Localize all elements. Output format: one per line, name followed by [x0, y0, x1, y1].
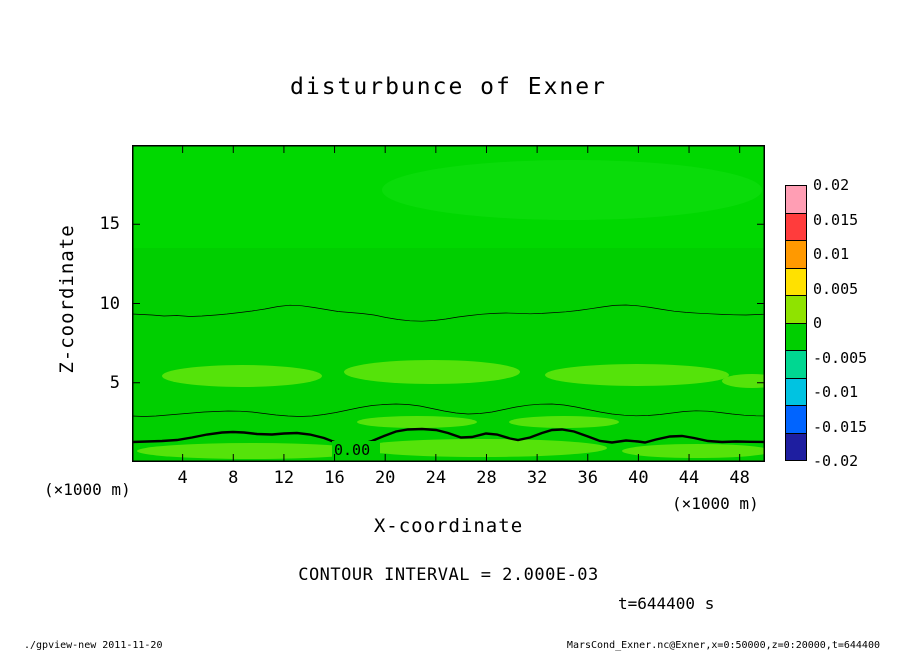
contour-line-middle	[132, 403, 765, 417]
x-axis-label: X-coordinate	[373, 515, 524, 537]
colorbar-segment	[786, 322, 806, 350]
z-tick-label: 5	[109, 372, 120, 393]
colorbar-tick-label: 0.005	[813, 279, 859, 298]
upper-light-blob	[382, 160, 762, 220]
x-tick-label: 12	[273, 468, 295, 488]
time-text: t=644400 s	[618, 594, 715, 613]
colorbar-tick-label: -0.015	[813, 417, 868, 436]
z-axis-unit: (×1000 m)	[44, 480, 131, 499]
footer-source-text: MarsCond_Exner.nc@Exner,x=0:50000,z=0:20…	[566, 640, 880, 651]
colorbar-tick-label: -0.005	[813, 348, 868, 367]
footer-tool-text: ./gpview-new 2011-11-20	[24, 640, 163, 651]
colorbar-segment	[786, 295, 806, 323]
colorbar-tick-label: -0.02	[813, 452, 859, 470]
contour-line-zero	[132, 427, 765, 447]
colorbar-segment	[786, 186, 806, 213]
x-tick-label: 44	[678, 468, 700, 488]
x-tick-label: 32	[526, 468, 548, 488]
z-tick-label: 10	[99, 293, 120, 314]
colorbar-tick-label: 0.01	[813, 245, 850, 263]
contour-interval-text: CONTOUR INTERVAL = 2.000E-03	[298, 565, 599, 585]
x-tick-label: 48	[729, 468, 750, 488]
x-tick-label: 8	[228, 468, 239, 488]
x-tick-label: 4	[177, 468, 188, 488]
z-axis-label: Z-coordinate	[56, 224, 78, 374]
contour-label-mask	[332, 441, 380, 458]
x-axis-unit: (×1000 m)	[672, 494, 759, 513]
contour-line-upper	[132, 304, 765, 322]
colorbar-segment	[786, 267, 806, 295]
z-tick-label: 15	[99, 214, 120, 235]
x-tick-label: 28	[476, 468, 497, 488]
colorbar-segment	[786, 350, 806, 378]
plot-area: 0.00	[132, 145, 765, 462]
colorbar	[785, 185, 807, 461]
colorbar-segment	[786, 212, 806, 240]
x-tick-label: 36	[577, 468, 598, 488]
colorbar-segment	[786, 405, 806, 433]
colorbar-tick-label: 0.015	[813, 210, 859, 229]
x-tick-label: 20	[374, 468, 396, 488]
colorbar-segment	[786, 432, 806, 460]
chart-title: disturbunce of Exner	[290, 74, 607, 100]
colorbar-tick-label: 0.02	[813, 176, 850, 194]
light-patch-group	[137, 360, 765, 459]
x-tick-label: 40	[628, 468, 649, 488]
colorbar-segment	[786, 377, 806, 405]
colorbar-tick-label: 0	[813, 314, 823, 332]
x-tick-label: 16	[324, 468, 345, 488]
colorbar-tick-label: -0.01	[813, 383, 859, 401]
x-tick-label: 24	[425, 468, 447, 488]
colorbar-segment	[786, 240, 806, 268]
plot-frame	[132, 145, 765, 462]
contour-label: 0.00	[334, 441, 370, 459]
